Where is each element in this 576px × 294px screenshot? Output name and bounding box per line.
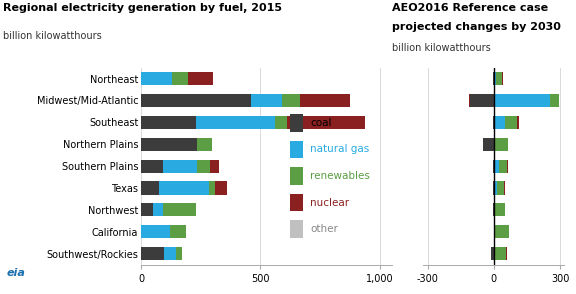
- Bar: [153, 203, 162, 216]
- Bar: [176, 247, 181, 260]
- Bar: [287, 116, 365, 129]
- Bar: [162, 160, 197, 173]
- Bar: [494, 94, 550, 107]
- Text: coal: coal: [310, 118, 332, 128]
- Bar: [162, 203, 196, 216]
- Bar: [496, 72, 502, 85]
- Bar: [197, 160, 210, 173]
- FancyBboxPatch shape: [290, 220, 303, 238]
- Bar: [141, 203, 153, 216]
- Bar: [196, 116, 275, 129]
- Text: natural gas: natural gas: [310, 144, 369, 154]
- Text: projected changes by 2030: projected changes by 2030: [392, 22, 560, 32]
- Bar: [494, 225, 495, 238]
- Text: billion kilowatthours: billion kilowatthours: [392, 43, 490, 53]
- Text: AEO2016 Reference case: AEO2016 Reference case: [392, 3, 548, 13]
- Bar: [141, 138, 197, 151]
- Bar: [502, 72, 503, 85]
- FancyBboxPatch shape: [290, 114, 303, 132]
- Text: Regional electricity generation by fuel, 2015: Regional electricity generation by fuel,…: [3, 3, 282, 13]
- Bar: [141, 94, 251, 107]
- Bar: [550, 94, 559, 107]
- Bar: [491, 247, 494, 260]
- Bar: [282, 94, 300, 107]
- Bar: [505, 116, 517, 129]
- Bar: [188, 72, 213, 85]
- Bar: [164, 247, 176, 260]
- Bar: [468, 94, 469, 107]
- Bar: [507, 160, 508, 173]
- Bar: [170, 225, 187, 238]
- Text: renewables: renewables: [310, 171, 370, 181]
- Bar: [251, 94, 282, 107]
- Bar: [497, 181, 504, 195]
- Bar: [483, 138, 494, 151]
- Bar: [300, 94, 350, 107]
- Bar: [141, 225, 170, 238]
- Bar: [495, 225, 509, 238]
- Text: eia: eia: [7, 268, 26, 278]
- Bar: [469, 94, 494, 107]
- Bar: [215, 181, 227, 195]
- Bar: [141, 160, 162, 173]
- Text: nuclear: nuclear: [310, 198, 350, 208]
- Bar: [141, 116, 196, 129]
- Bar: [141, 72, 172, 85]
- Bar: [517, 116, 520, 129]
- Bar: [493, 72, 494, 85]
- Bar: [494, 181, 497, 195]
- Bar: [495, 247, 506, 260]
- Bar: [209, 181, 215, 195]
- Bar: [506, 247, 507, 260]
- FancyBboxPatch shape: [290, 194, 303, 211]
- Bar: [493, 116, 494, 129]
- Bar: [494, 138, 508, 151]
- Bar: [275, 116, 287, 129]
- Text: billion kilowatthours: billion kilowatthours: [3, 31, 101, 41]
- Bar: [141, 247, 164, 260]
- FancyBboxPatch shape: [290, 167, 303, 185]
- Bar: [493, 181, 494, 195]
- Bar: [495, 203, 505, 216]
- Bar: [141, 181, 159, 195]
- Bar: [494, 72, 496, 85]
- Bar: [494, 116, 505, 129]
- Bar: [197, 138, 211, 151]
- Bar: [494, 203, 495, 216]
- Bar: [493, 160, 494, 173]
- Bar: [210, 160, 219, 173]
- Bar: [494, 160, 499, 173]
- Bar: [493, 203, 494, 216]
- Bar: [504, 181, 505, 195]
- Bar: [499, 160, 507, 173]
- Bar: [172, 72, 188, 85]
- Bar: [159, 181, 209, 195]
- FancyBboxPatch shape: [290, 141, 303, 158]
- Text: other: other: [310, 224, 338, 234]
- Bar: [494, 247, 495, 260]
